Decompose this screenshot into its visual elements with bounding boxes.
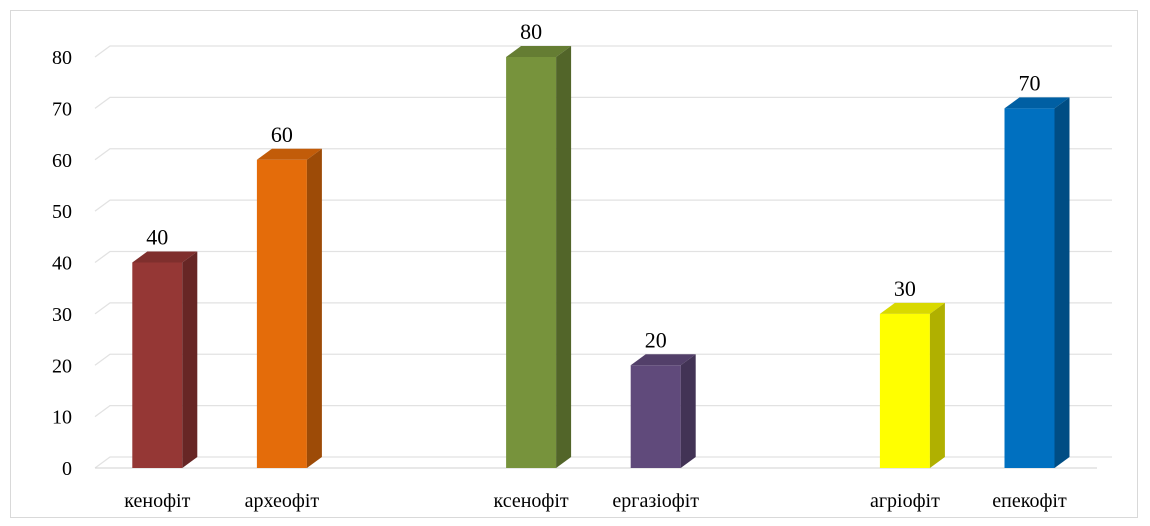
bar — [1004, 97, 1070, 468]
bar-top-face — [1004, 97, 1070, 109]
category-label: епекофіт — [992, 490, 1067, 512]
y-gridline — [94, 302, 1112, 315]
bar — [879, 302, 945, 468]
category-label: ергазіофіт — [612, 490, 699, 512]
y-axis-tick-labels: 0 10 20 30 40 50 60 70 80 — [52, 47, 72, 480]
y-tick-label: 30 — [52, 304, 72, 326]
bar-front-face — [879, 313, 930, 468]
category-label: кенофіт — [124, 490, 190, 512]
data-label: 30 — [894, 276, 916, 301]
y-tick-label: 40 — [52, 253, 72, 275]
y-gridline — [94, 96, 1112, 109]
y-gridline — [94, 45, 1112, 58]
y-tick-label: 20 — [52, 355, 72, 377]
data-label: 40 — [146, 225, 168, 250]
category-label: археофіт — [245, 490, 320, 512]
bar-side-face — [306, 148, 322, 468]
bar-top-face — [256, 148, 322, 160]
bar-front-face — [1004, 108, 1055, 468]
bar — [630, 354, 696, 468]
x-axis-category-labels: кенофіт археофіт ксенофіт ергазіофіт агріофі… — [124, 490, 1067, 512]
bar-front-face — [630, 365, 681, 468]
bar-top-face — [630, 354, 696, 366]
y-gridline — [94, 404, 1112, 418]
category-label: агріофіт — [870, 490, 940, 512]
bar-front-face — [506, 57, 557, 468]
bar-top-face — [132, 251, 198, 263]
bar-side-face — [182, 251, 198, 468]
y-tick-label: 0 — [62, 458, 72, 480]
data-labels: 40 60 80 20 30 70 — [146, 19, 1040, 352]
chart-area — [10, 10, 1138, 518]
bar — [256, 148, 322, 468]
y-tick-label: 10 — [52, 407, 72, 429]
bar — [506, 46, 572, 468]
y-tick-label: 50 — [52, 201, 72, 223]
category-label: ксенофіт — [494, 490, 569, 512]
data-label: 20 — [645, 327, 667, 352]
bar-side-face — [680, 354, 696, 468]
data-label: 80 — [520, 19, 542, 44]
bar-side-face — [929, 302, 945, 468]
y-gridline — [94, 250, 1112, 264]
y-tick-label: 80 — [52, 47, 72, 69]
y-gridline — [94, 199, 1112, 212]
y-gridline — [94, 353, 1112, 366]
y-gridline — [94, 456, 1112, 469]
gridlines — [94, 45, 1112, 469]
bar — [132, 251, 198, 468]
bars — [132, 46, 1070, 468]
bar-side-face — [556, 46, 572, 468]
y-tick-label: 60 — [52, 150, 72, 172]
bar-side-face — [1054, 97, 1070, 468]
bar-top-face — [506, 46, 572, 57]
y-tick-label: 70 — [52, 98, 72, 120]
bar-front-face — [132, 262, 183, 468]
y-gridline — [94, 148, 1112, 161]
data-label: 70 — [1019, 70, 1041, 95]
data-label: 60 — [271, 122, 293, 147]
bar-top-face — [879, 302, 945, 314]
bar-front-face — [256, 159, 307, 468]
